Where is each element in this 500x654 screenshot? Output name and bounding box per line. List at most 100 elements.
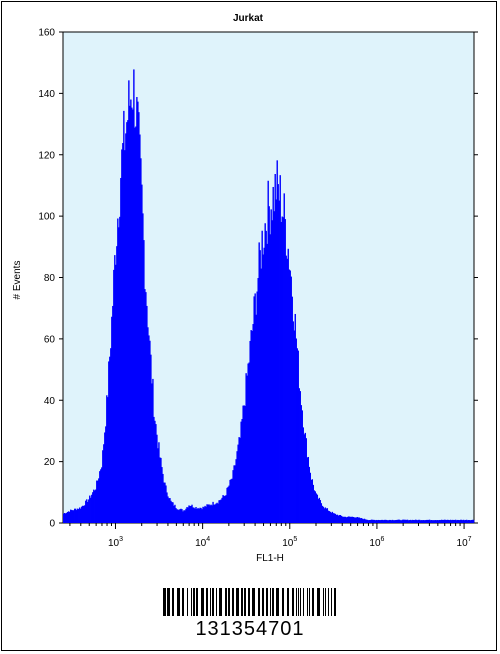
- histogram-bin: [155, 424, 157, 523]
- histogram-bin: [181, 509, 183, 523]
- histogram-bin: [144, 289, 146, 523]
- barcode-bar: [292, 588, 294, 616]
- histogram-bin: [255, 314, 257, 523]
- histogram-bin: [395, 519, 398, 523]
- histogram-bin: [214, 504, 216, 523]
- histogram-bin: [123, 110, 125, 523]
- histogram-bin: [432, 520, 435, 523]
- histogram-bin: [330, 512, 333, 523]
- histogram-bin: [149, 340, 151, 523]
- histogram-bin: [311, 479, 313, 523]
- histogram-bin: [455, 520, 458, 523]
- histogram-bin: [158, 442, 160, 523]
- histogram-bin: [415, 519, 418, 523]
- histogram-bin: [129, 105, 131, 523]
- barcode-bar: [206, 588, 208, 616]
- histogram-bin: [247, 363, 249, 523]
- histogram-bin: [452, 519, 455, 523]
- histogram-bin: [447, 519, 450, 523]
- histogram-bin: [309, 472, 311, 523]
- histogram-bin: [224, 495, 226, 523]
- barcode-bar: [296, 588, 297, 616]
- histogram-bin: [344, 516, 347, 523]
- histogram-bin: [277, 184, 279, 523]
- histogram-bin: [264, 223, 266, 524]
- histogram-bin: [138, 112, 140, 523]
- histogram-bin: [321, 505, 324, 523]
- histogram-bin: [118, 227, 120, 524]
- histogram-bin: [262, 254, 264, 524]
- barcode-bar: [167, 588, 170, 616]
- histogram-bin: [367, 520, 370, 523]
- histogram-bin: [345, 517, 348, 523]
- histogram-bin: [126, 122, 128, 524]
- histogram-bin: [147, 327, 149, 523]
- histogram-bin: [102, 450, 104, 523]
- histogram-bin: [336, 514, 339, 523]
- histogram-bin: [245, 373, 247, 523]
- histogram-bin: [324, 507, 327, 523]
- histogram-bin: [265, 230, 267, 523]
- histogram-bin: [213, 504, 215, 523]
- histogram-bin: [172, 502, 174, 523]
- histogram-bin: [427, 519, 430, 523]
- histogram-bin: [220, 499, 222, 523]
- histogram-bin: [193, 507, 195, 523]
- histogram-bin: [197, 507, 199, 523]
- histogram-bin: [192, 507, 194, 523]
- barcode-bar: [177, 588, 180, 616]
- histogram-bin: [376, 520, 379, 523]
- barcode-bar: [287, 588, 289, 616]
- histogram-bin: [225, 495, 227, 523]
- histogram-bin: [72, 510, 74, 523]
- histogram-bin: [63, 513, 65, 523]
- barcode-bar: [163, 588, 166, 616]
- histogram-bin: [422, 520, 425, 523]
- histogram-bin: [122, 143, 124, 524]
- histogram-bin: [439, 520, 442, 523]
- histogram-bin: [429, 520, 432, 523]
- histogram-bin: [121, 149, 123, 523]
- barcode-bar: [331, 588, 332, 616]
- histogram-bin: [218, 500, 220, 523]
- histogram-bin: [183, 510, 185, 523]
- histogram-bin: [414, 519, 417, 523]
- histogram-bin: [253, 296, 255, 523]
- histogram-bin: [84, 505, 86, 523]
- histogram-bin: [176, 509, 178, 523]
- histogram-bin: [371, 519, 374, 523]
- histogram-bin: [222, 495, 224, 523]
- histogram-bin: [184, 510, 186, 523]
- histogram-bin: [318, 497, 321, 523]
- x-tick-label: 105: [282, 536, 297, 549]
- histogram-bin: [420, 520, 423, 523]
- histogram-bin: [283, 193, 285, 523]
- histogram-bin: [282, 217, 284, 523]
- histogram-bin: [132, 109, 134, 523]
- histogram-bin: [111, 316, 113, 523]
- histogram-bin: [96, 480, 98, 523]
- histogram-bin: [322, 506, 325, 523]
- histogram-bin: [71, 510, 73, 523]
- histogram-bin: [468, 520, 471, 523]
- histogram-bin: [82, 505, 84, 523]
- barcode-bar: [309, 588, 310, 616]
- barcode-bar: [258, 588, 260, 616]
- histogram-bin: [101, 467, 103, 523]
- histogram-bin: [106, 395, 108, 523]
- histogram-bin: [389, 519, 392, 523]
- histogram-bin: [85, 500, 87, 523]
- histogram-bin: [372, 519, 375, 523]
- histogram-bin: [473, 520, 475, 523]
- histogram-bin: [200, 507, 202, 523]
- barcode-bar: [298, 588, 299, 616]
- histogram-bin: [229, 479, 231, 523]
- histogram-bin: [276, 160, 278, 523]
- histogram-bin: [256, 291, 258, 523]
- histogram-bin: [349, 516, 352, 523]
- histogram-bin: [142, 213, 144, 523]
- barcode-bar: [225, 588, 227, 616]
- histogram-bin: [97, 480, 99, 523]
- histogram-bin: [459, 519, 462, 523]
- histogram-bin: [161, 467, 163, 523]
